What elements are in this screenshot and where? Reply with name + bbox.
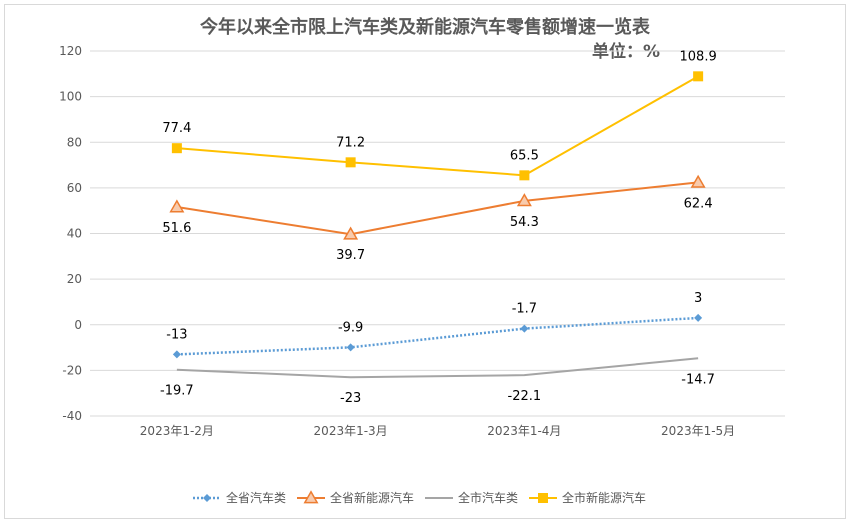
y-tick-label: 0	[74, 318, 82, 332]
data-point-marker	[693, 71, 704, 82]
data-point-marker	[516, 193, 532, 207]
data-point-marker	[346, 343, 355, 352]
data-label: -14.7	[681, 372, 715, 387]
y-tick-label: 100	[59, 90, 82, 104]
data-label: 54.3	[510, 215, 539, 230]
legend-label-2: 全省新能源汽车	[330, 490, 414, 505]
x-tick-label: 2023年1-4月	[487, 424, 561, 438]
legend-marker-2	[303, 490, 319, 504]
data-label: 3	[694, 291, 702, 306]
legend: 全省汽车类 全省新能源汽车 全市汽车类 全市新能源汽车	[193, 490, 646, 505]
series-line-2	[176, 181, 699, 236]
y-tick-label: 80	[67, 135, 82, 149]
data-label: 77.4	[162, 121, 191, 136]
x-tick-label: 2023年1-5月	[661, 424, 735, 438]
data-label: 71.2	[336, 135, 365, 150]
data-point-marker	[343, 226, 359, 240]
series-line-3	[176, 357, 699, 379]
legend-marker-1	[203, 494, 211, 502]
data-point-marker	[169, 199, 185, 213]
data-label: -9.9	[338, 320, 363, 335]
data-point-marker	[172, 350, 181, 359]
series-lines	[169, 71, 706, 379]
data-label: 51.6	[162, 221, 191, 236]
legend-label-1: 全省汽车类	[226, 490, 286, 505]
gridlines	[90, 50, 785, 417]
y-tick-label: -40	[62, 409, 82, 423]
data-point-marker	[694, 313, 703, 322]
data-point-marker	[520, 324, 529, 333]
series-line-4	[176, 75, 699, 177]
data-label: -13	[166, 327, 187, 342]
y-tick-label: 120	[59, 44, 82, 58]
data-label: 39.7	[336, 248, 365, 263]
chart-unit-label: 单位：%	[591, 42, 660, 62]
data-point-marker	[519, 170, 530, 181]
data-label: 65.5	[510, 148, 539, 163]
data-label: -1.7	[512, 302, 537, 317]
x-tick-label: 2023年1-2月	[140, 424, 214, 438]
data-label: 62.4	[684, 196, 713, 211]
legend-marker-4	[538, 493, 548, 503]
series-line-1	[176, 316, 699, 356]
legend-label-4: 全市新能源汽车	[562, 490, 646, 505]
y-tick-label: 60	[67, 181, 82, 195]
y-tick-label: -20	[62, 363, 82, 377]
chart-frame	[4, 4, 846, 519]
x-tick-label: 2023年1-3月	[314, 424, 388, 438]
data-point-marker	[345, 157, 356, 168]
data-point-marker	[171, 143, 182, 154]
chart-title: 今年以来全市限上汽车类及新能源汽车零售额增速一览表	[200, 17, 650, 38]
data-label: -23	[340, 391, 361, 406]
data-label: -22.1	[508, 389, 542, 404]
data-point-marker	[690, 174, 706, 188]
y-tick-label: 40	[67, 227, 82, 241]
axes: -40 -20 0 20 40 60 80 100 120 2023年1-2月 2023年1-3月 2…	[59, 44, 735, 438]
data-label: 108.9	[680, 49, 717, 64]
data-label: -19.7	[160, 384, 194, 399]
data-labels: -13 -9.9 -1.7 3 51.6 39.7 54.3 62.4 -19.7 -23 -22.…	[160, 49, 717, 406]
y-tick-label: 20	[67, 272, 82, 286]
legend-label-3: 全市汽车类	[458, 490, 518, 505]
